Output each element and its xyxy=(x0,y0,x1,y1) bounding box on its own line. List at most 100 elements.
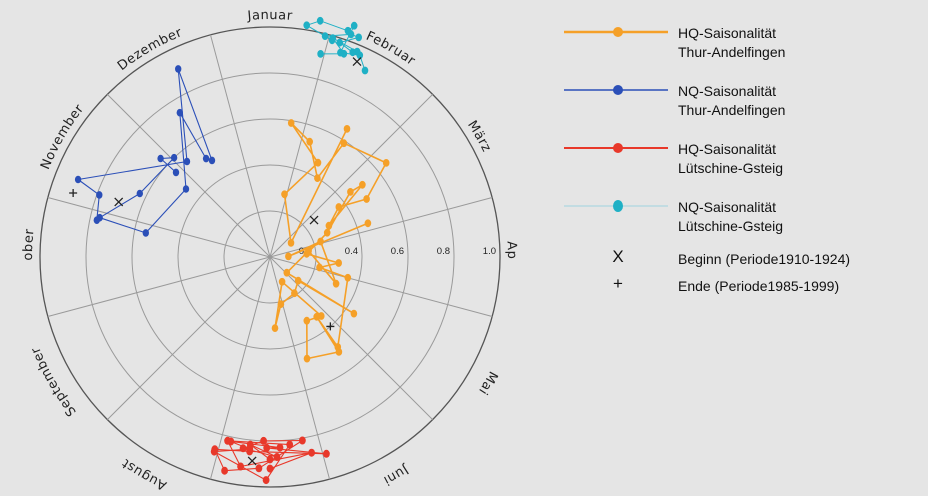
grid-spoke xyxy=(269,34,331,258)
legend-item-beginn: X Beginn (Periode1910-1924) xyxy=(560,247,920,277)
data-point xyxy=(340,139,348,148)
legend-symbol xyxy=(564,143,668,153)
data-point xyxy=(361,66,369,75)
data-point xyxy=(210,447,218,456)
data-point xyxy=(74,175,82,184)
month-label-text: Juni xyxy=(381,461,412,488)
month-label-text: Oktober xyxy=(0,0,37,261)
data-point xyxy=(246,445,254,454)
data-point xyxy=(266,455,274,464)
month-label: November xyxy=(38,102,87,172)
legend: HQ-Saisonalität Thur-Andelfingen NQ-Sais… xyxy=(560,18,920,304)
month-label-text: März xyxy=(464,118,493,155)
month-label: September xyxy=(28,344,79,418)
data-point xyxy=(283,268,291,277)
data-point xyxy=(306,137,314,146)
data-point xyxy=(263,443,271,452)
legend-label-line2: Thur-Andelfingen xyxy=(678,102,786,118)
data-point xyxy=(349,48,357,57)
start-marker xyxy=(247,456,257,466)
legend-item-hq-thur: HQ-Saisonalität Thur-Andelfingen xyxy=(560,18,920,76)
data-point xyxy=(303,21,311,30)
grid-spoke xyxy=(209,256,271,480)
data-point xyxy=(308,448,315,457)
data-point xyxy=(278,277,286,286)
data-point xyxy=(314,174,321,183)
data-point xyxy=(336,38,344,47)
data-point xyxy=(176,108,183,117)
data-point xyxy=(276,443,284,452)
data-point xyxy=(344,26,352,35)
legend-label-line2: Thur-Andelfingen xyxy=(678,44,786,60)
data-point xyxy=(317,237,324,246)
data-point xyxy=(286,440,294,449)
data-point xyxy=(281,190,288,199)
legend-label-line2: Lütschine-Gsteig xyxy=(678,160,784,176)
polar-chart: JanuarFebruarMärzAprilMaiJuniJuliAugustS… xyxy=(0,0,519,493)
month-label: Februar xyxy=(364,29,418,69)
data-point xyxy=(175,65,182,73)
data-point xyxy=(136,189,143,198)
start-marker xyxy=(114,197,124,207)
month-label: Mai xyxy=(475,368,500,397)
grid-spoke xyxy=(47,196,271,258)
data-point xyxy=(224,436,232,445)
data-point xyxy=(260,436,267,445)
data-point xyxy=(314,158,322,167)
x-marker-icon: X xyxy=(612,247,624,266)
data-point xyxy=(359,180,366,189)
data-point xyxy=(239,444,247,453)
radial-tick-label: 0.4 xyxy=(345,246,358,257)
data-point xyxy=(303,249,311,258)
data-point xyxy=(332,279,340,288)
data-point xyxy=(335,259,343,267)
legend-label: HQ-Saisonalität Lütschine-Gsteig xyxy=(678,140,783,178)
data-point xyxy=(313,312,321,321)
legend-item-nq-thur: NQ-Saisonalität Thur-Andelfingen xyxy=(560,76,920,134)
grid-circle xyxy=(131,118,409,396)
legend-label: HQ-Saisonalität Thur-Andelfingen xyxy=(678,24,785,62)
data-point xyxy=(316,16,324,25)
legend-label: NQ-Saisonalität Thur-Andelfingen xyxy=(678,82,785,120)
data-point xyxy=(208,156,216,165)
data-point xyxy=(350,21,358,30)
grid-spoke xyxy=(209,34,271,258)
data-point xyxy=(266,464,274,473)
data-point xyxy=(328,36,336,45)
month-label-text: Februar xyxy=(364,29,418,69)
legend-symbol xyxy=(564,27,668,37)
data-point xyxy=(347,188,354,196)
data-point xyxy=(303,316,311,325)
legend-item-hq-luetschine: HQ-Saisonalität Lütschine-Gsteig xyxy=(560,134,920,192)
legend-symbol xyxy=(564,85,668,95)
month-label: August xyxy=(119,455,169,493)
radial-tick-label: 1.0 xyxy=(483,246,496,257)
data-point xyxy=(344,273,352,282)
data-point xyxy=(303,354,311,363)
radial-tick-label: 0.6 xyxy=(391,246,404,257)
plus-marker-icon: + xyxy=(613,274,623,293)
data-point xyxy=(287,239,295,247)
legend-label-line1: HQ-Saisonalität xyxy=(678,25,777,41)
data-point xyxy=(321,32,329,40)
data-point xyxy=(334,343,342,351)
legend-label: Ende (Periode1985-1999) xyxy=(678,278,840,294)
data-point xyxy=(316,263,323,272)
legend-label-line1: NQ-Saisonalität xyxy=(678,83,777,99)
grid-spoke xyxy=(269,94,433,258)
end-marker xyxy=(69,189,78,198)
data-point xyxy=(363,195,370,203)
data-point xyxy=(277,300,285,308)
data-point xyxy=(350,309,358,318)
data-point xyxy=(183,157,191,166)
grid-spoke xyxy=(47,256,271,318)
legend-item-nq-luetschine: NQ-Saisonalität Lütschine-Gsteig xyxy=(560,192,920,250)
start-marker xyxy=(352,57,362,67)
data-point xyxy=(294,276,302,285)
data-point xyxy=(172,168,180,177)
data-point xyxy=(182,185,190,193)
data-point xyxy=(356,51,364,60)
month-label: Juni xyxy=(381,461,412,488)
legend-label: Beginn (Periode1910-1924) xyxy=(678,251,851,267)
